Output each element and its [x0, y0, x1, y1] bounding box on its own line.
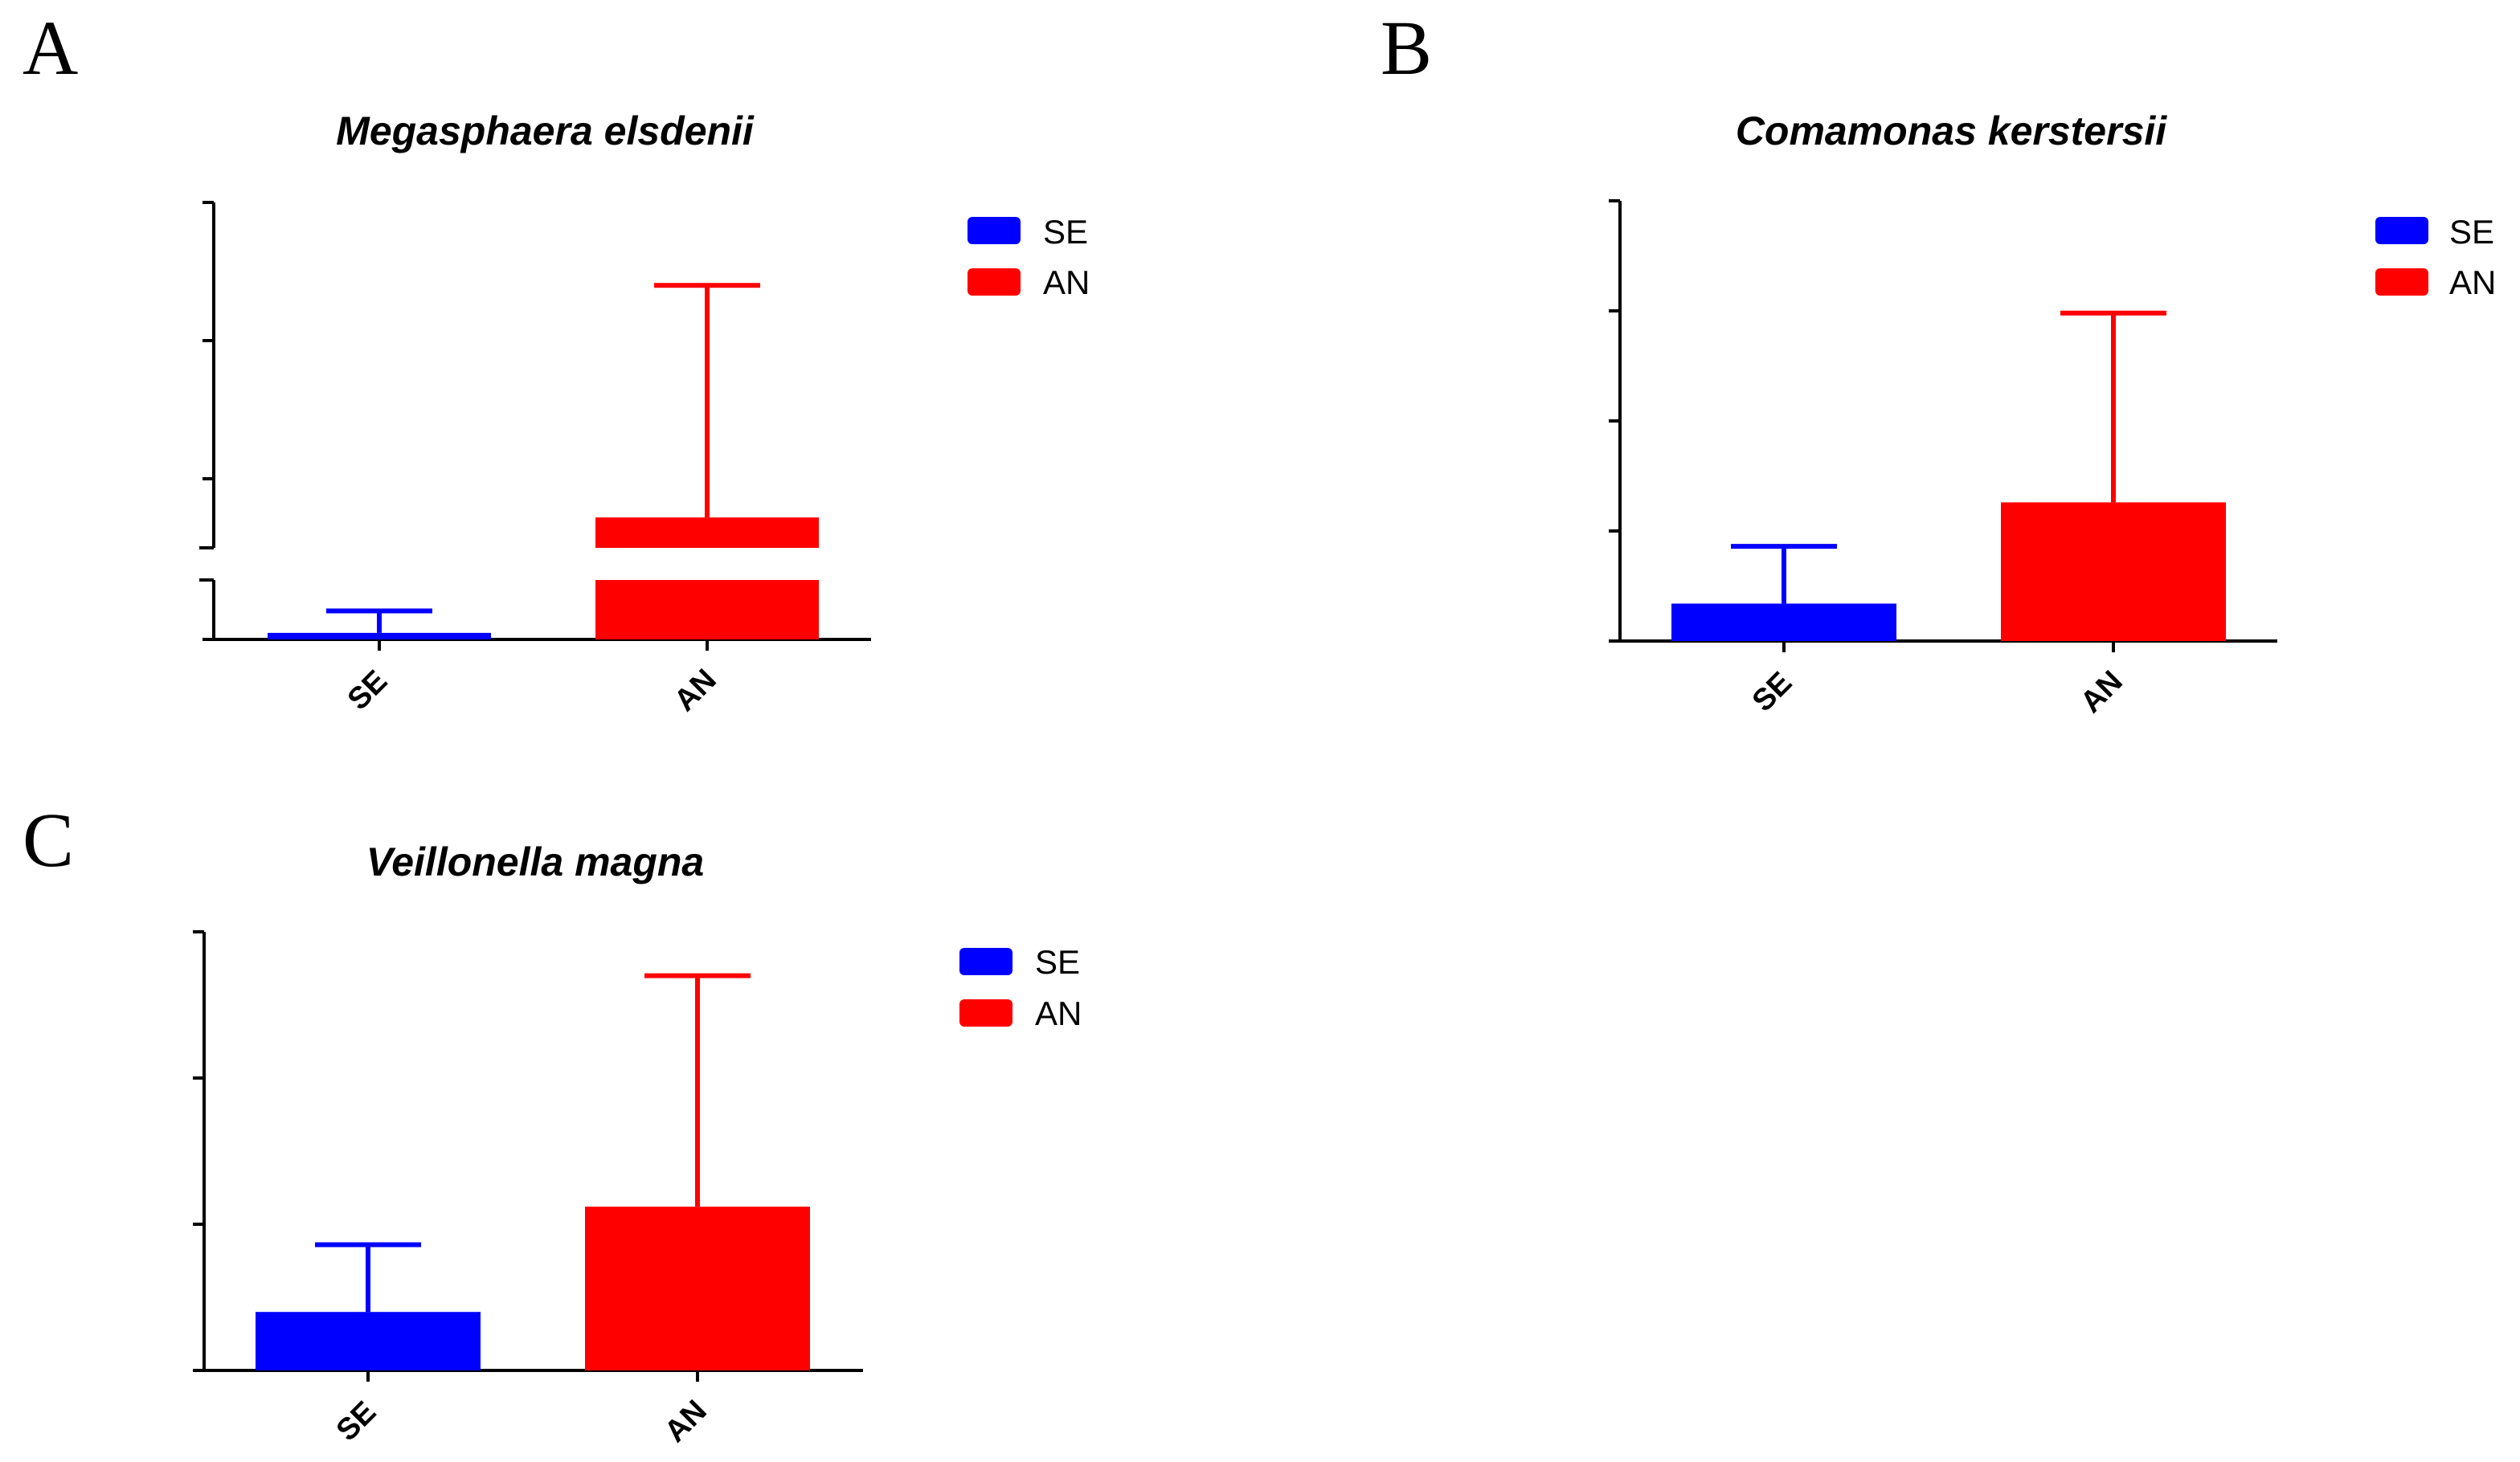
bar-an-upper — [595, 517, 819, 548]
chart-b-legend: SE AN — [2375, 213, 2496, 301]
x-tick-label-se: SE — [342, 664, 395, 717]
x-tick-label-an: AN — [668, 663, 723, 718]
x-tick-label-an: AN — [2074, 664, 2129, 720]
panel-letter-b: B — [1381, 5, 1432, 91]
x-tick-label-se: SE — [330, 1395, 383, 1448]
chart-b-title: Comamonas kerstersii — [1736, 108, 2167, 153]
legend-label-se: SE — [2449, 213, 2494, 251]
legend-label-se: SE — [1035, 943, 1080, 981]
chart-c: SE AN — [193, 930, 863, 1449]
legend-label-an: AN — [1043, 263, 1090, 301]
bar-se — [1671, 603, 1896, 641]
legend-label-an: AN — [1035, 994, 1082, 1032]
chart-a-legend: SE AN — [968, 213, 1090, 301]
bar-an — [2001, 502, 2226, 641]
x-tick-label-se: SE — [1746, 666, 1799, 719]
bar-se — [256, 1312, 481, 1370]
legend-swatch-se — [2375, 217, 2428, 244]
legend-swatch-an — [2375, 268, 2428, 296]
x-tick-label-an: AN — [658, 1394, 714, 1449]
chart-c-legend: SE AN — [959, 943, 1082, 1032]
legend-swatch-se — [968, 217, 1021, 244]
legend-swatch-an — [959, 999, 1012, 1027]
bar-se — [268, 632, 491, 639]
panel-letter-c: C — [22, 797, 74, 883]
chart-a: SE AN — [199, 201, 871, 718]
chart-c-title: Veillonella magna — [366, 839, 705, 884]
legend-label-an: AN — [2449, 263, 2496, 301]
bar-an — [585, 1207, 810, 1370]
panel-letter-a: A — [22, 5, 78, 91]
chart-b: SE AN — [1609, 199, 2277, 720]
legend-label-se: SE — [1043, 213, 1088, 251]
legend-swatch-an — [968, 268, 1021, 296]
legend-swatch-se — [959, 948, 1012, 975]
chart-a-title: Megasphaera elsdenii — [336, 108, 755, 153]
bar-an-lower — [595, 580, 819, 639]
